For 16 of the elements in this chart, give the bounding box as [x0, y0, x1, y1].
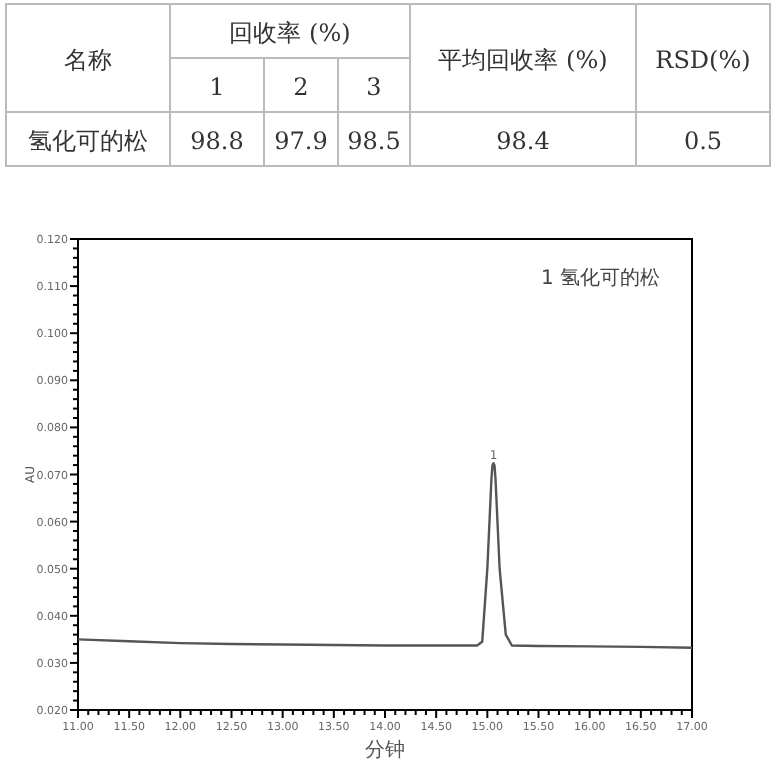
line-series	[76, 462, 694, 650]
text: 2	[293, 73, 309, 101]
text: 氢化可的松	[28, 127, 148, 155]
text: 3	[366, 73, 382, 101]
text: 98.4	[496, 127, 551, 155]
x-axis-title: 分钟	[365, 738, 405, 762]
annotation: 1 氢化可的松	[540, 266, 660, 290]
text: 0.5	[683, 127, 723, 155]
text: 98.5	[347, 127, 401, 155]
text: 名称	[64, 46, 112, 74]
text: 平均回收率 (%)	[438, 46, 608, 74]
text: RSD(%)	[655, 46, 751, 74]
text: 回收率 (%)	[229, 19, 351, 47]
text: 98.8	[190, 127, 244, 155]
text: 97.9	[274, 127, 328, 155]
text: 1	[209, 73, 225, 101]
